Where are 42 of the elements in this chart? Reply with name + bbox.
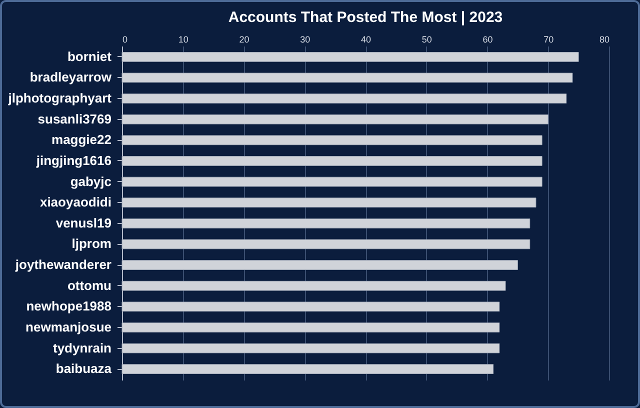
x-tick-label: 30 [300, 34, 310, 44]
bar [122, 280, 506, 291]
bar [122, 72, 573, 83]
bar [122, 176, 542, 187]
bar [122, 94, 567, 104]
x-tick-label: 70 [544, 34, 554, 44]
bar [122, 260, 518, 270]
bar [122, 198, 536, 208]
y-tick-label: newmanjosue [26, 319, 112, 334]
bar [122, 156, 542, 166]
x-tick-label: 60 [482, 34, 493, 44]
bar [122, 218, 530, 228]
y-tick-label: jlphotographyart [7, 90, 112, 106]
y-tick-label: borniet [67, 48, 112, 64]
y-tick-label: venusl19 [56, 215, 112, 230]
bar [122, 239, 530, 250]
y-tick-label: susanli3769 [38, 111, 112, 126]
x-tick-label: 10 [178, 34, 188, 44]
x-tick-label: 20 [239, 34, 250, 44]
bar [122, 343, 500, 354]
y-tick-label: newhope1988 [26, 298, 112, 314]
y-tick-label: tydynrain [52, 340, 112, 356]
bar [122, 135, 542, 146]
x-tick-label: 0 [122, 34, 128, 44]
y-tick-label: baibuaza [56, 361, 112, 376]
bar [122, 302, 500, 312]
y-tick-label: xiaoyaodidi [40, 194, 112, 210]
y-tick-label: jingjing1616 [35, 152, 112, 168]
bar [122, 364, 494, 374]
y-tick-label: gabyjc [70, 174, 112, 189]
x-tick-label: 40 [360, 34, 372, 44]
bar [122, 322, 500, 332]
y-tick-label: ottomu [67, 278, 112, 293]
y-tick-label: ljprom [72, 236, 112, 252]
x-tick-label: 50 [422, 34, 432, 44]
bar [122, 52, 579, 62]
bar [122, 114, 548, 124]
y-tick-label: joythewanderer [14, 257, 112, 272]
y-tick-label: maggie22 [52, 132, 112, 148]
chart-title: Accounts That Posted The Most | 2023 [228, 9, 503, 26]
y-tick-label: bradleyarrow [30, 70, 112, 85]
x-tick-label: 80 [599, 34, 610, 44]
